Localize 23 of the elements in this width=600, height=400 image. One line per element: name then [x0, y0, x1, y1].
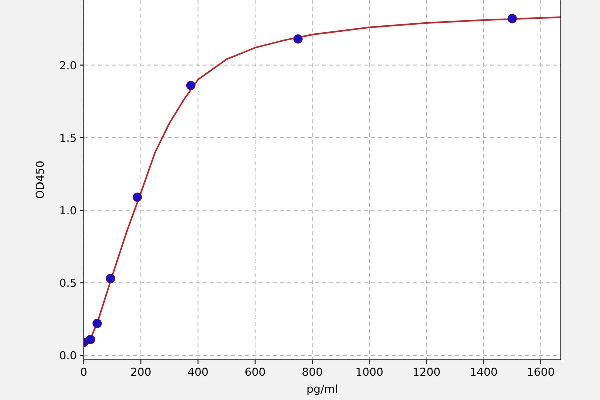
x-tick-label: 200 [130, 366, 152, 379]
x-tick-label: 600 [244, 366, 266, 379]
x-tick-label: 800 [302, 366, 324, 379]
point [294, 34, 303, 44]
x-tick-label: 0 [80, 366, 88, 379]
y-tick-label: 0.0 [60, 350, 77, 363]
y-tick-label: 2.0 [60, 59, 77, 72]
x-tick-label: 1600 [527, 366, 556, 379]
point [86, 334, 96, 344]
point [132, 192, 142, 202]
point [186, 80, 196, 90]
y-tick-label: 0.5 [60, 277, 77, 290]
point [508, 14, 518, 24]
x-tick-label: 1200 [412, 366, 441, 379]
point [106, 274, 116, 284]
y-tick-label: 1.0 [60, 204, 77, 218]
x-axis-title: pg/ml [306, 383, 338, 396]
x-tick-label: 1400 [470, 366, 498, 379]
x-tick-label: 1000 [356, 366, 384, 379]
point [92, 319, 102, 328]
y-tick-label: 1.5 [60, 132, 77, 145]
y-axis-title: OD450 [34, 160, 47, 200]
x-tick-label: 400 [188, 366, 209, 379]
